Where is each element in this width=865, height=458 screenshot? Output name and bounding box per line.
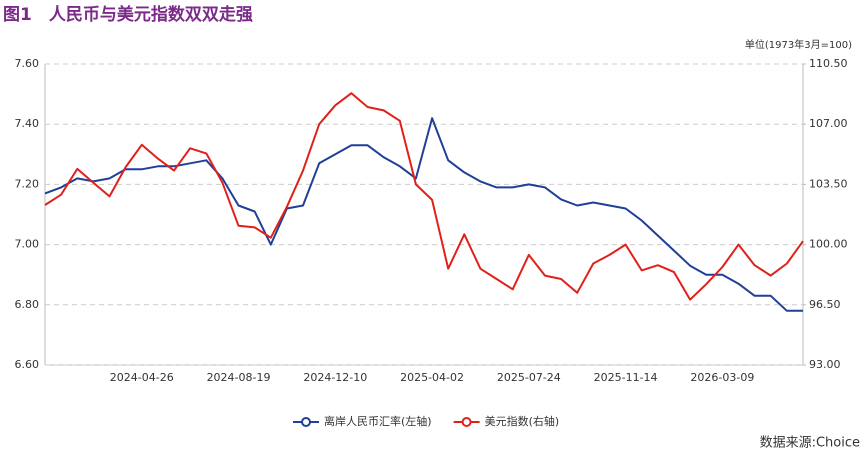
- y2-tick-label: 107.00: [809, 117, 848, 130]
- series-line: [44, 117, 803, 312]
- y-tick-label: 6.80: [15, 298, 40, 311]
- y2-tick-label: 96.50: [809, 298, 841, 311]
- x-tick-label: 2024-04-26: [110, 371, 174, 384]
- y-tick-label: 7.60: [15, 57, 40, 70]
- legend-marker: [461, 417, 472, 427]
- x-tick-label: 2025-04-02: [400, 371, 464, 384]
- source-note: 数据来源:Choice: [760, 436, 860, 451]
- x-tick-label: 2025-07-24: [497, 371, 561, 384]
- y2-tick-label: 100.00: [809, 238, 848, 251]
- y-tick-label: 6.60: [15, 358, 40, 371]
- x-tick-label: 2024-12-10: [303, 371, 367, 384]
- legend-label: 美元指数(右轴): [485, 414, 560, 428]
- series-line: [44, 92, 804, 301]
- x-tick-label: 2026-03-09: [690, 371, 754, 384]
- legend-marker: [301, 417, 311, 427]
- y2-tick-label: 110.50: [809, 57, 848, 70]
- legend-label: 离岸人民币汇率(左轴): [324, 414, 432, 428]
- y-tick-label: 7.20: [15, 177, 40, 190]
- chart-title: 图1 人民币与美元指数双双走强: [3, 4, 253, 25]
- x-tick-label: 2025-11-14: [594, 371, 658, 384]
- y2-tick-label: 103.50: [809, 177, 848, 190]
- y-tick-label: 7.40: [15, 117, 40, 130]
- x-tick-label: 2024-08-19: [207, 371, 271, 384]
- y-tick-label: 7.00: [15, 238, 40, 251]
- y2-tick-label: 93.00: [809, 358, 841, 371]
- unit-label: 单位(1973年3月=100): [745, 38, 852, 51]
